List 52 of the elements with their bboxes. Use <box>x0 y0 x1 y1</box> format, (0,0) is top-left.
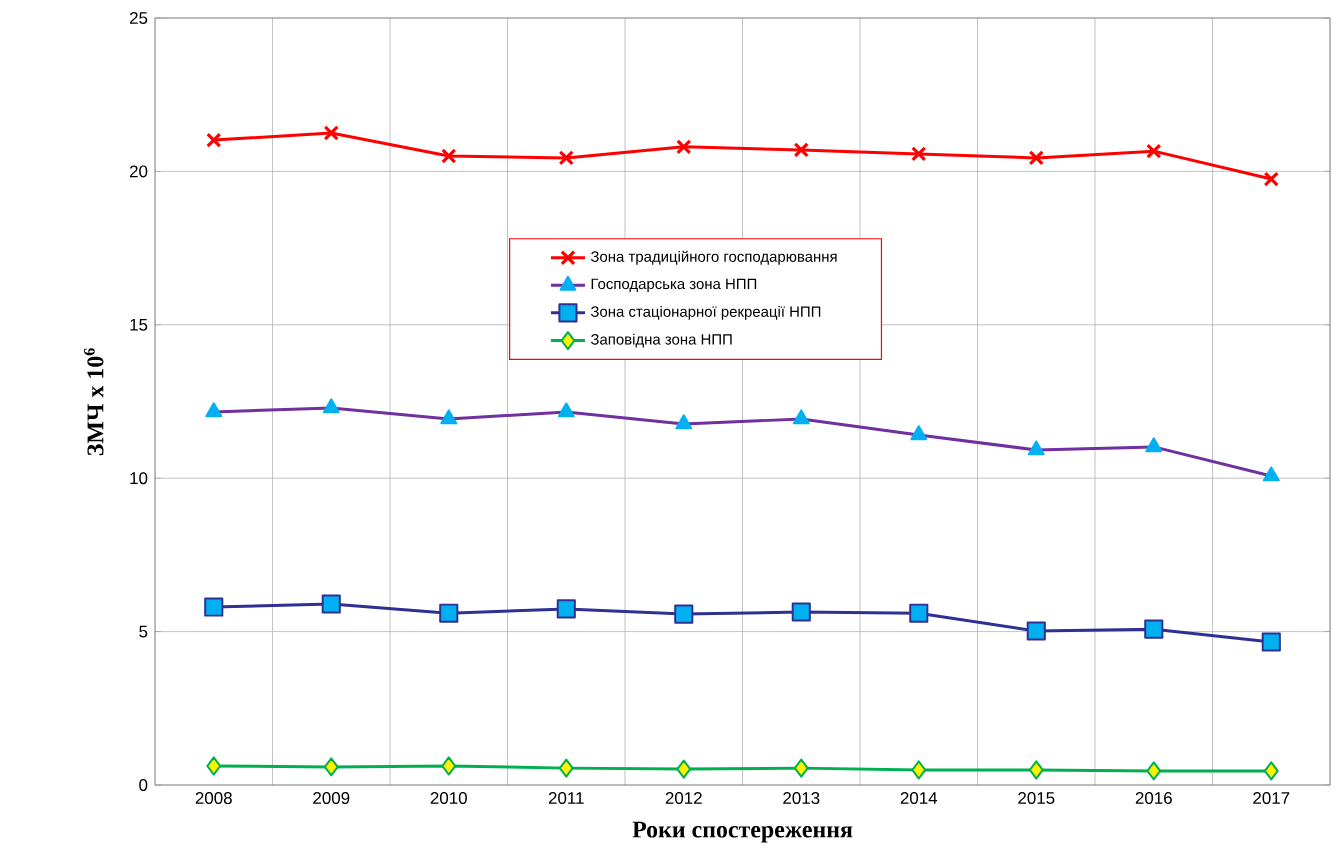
point <box>911 760 927 780</box>
point <box>441 148 457 164</box>
y-tick-label: 0 <box>139 779 148 791</box>
legend-label: Господарська зона НПП <box>591 278 757 293</box>
point <box>791 602 811 622</box>
x-tick-label: 2013 <box>783 792 820 805</box>
point <box>204 597 224 617</box>
point <box>556 599 576 619</box>
y-axis-title: ЗМЧ x 10$^{6}$ <box>84 348 104 456</box>
point <box>1146 761 1162 781</box>
point <box>1261 632 1281 652</box>
point <box>206 756 222 776</box>
legend-label: Зона традиційного господарювання <box>590 250 837 265</box>
x-tick-label: 2010 <box>430 792 467 805</box>
x-tick-label: 2014 <box>900 792 938 805</box>
y-tick-label: 5 <box>139 625 148 638</box>
point <box>1146 143 1162 159</box>
x-axis-title: Роки спостереження <box>632 821 853 843</box>
x-tick-label: 2008 <box>195 792 232 805</box>
point <box>1028 150 1044 166</box>
legend-label: Заповідна зона НПП <box>590 333 732 348</box>
point <box>909 603 929 623</box>
point <box>676 759 692 779</box>
point <box>1263 761 1279 781</box>
point <box>439 603 459 623</box>
point <box>206 132 222 148</box>
x-tick-label: 2016 <box>1135 792 1172 805</box>
point <box>323 125 339 141</box>
point <box>676 139 692 155</box>
point <box>793 142 809 158</box>
y-tick-label: 15 <box>130 318 148 331</box>
x-tick-label: 2012 <box>665 792 702 805</box>
y-tick-label: 25 <box>129 12 148 24</box>
point <box>1263 171 1279 187</box>
x-tick-label: 2011 <box>548 792 584 805</box>
point <box>558 758 574 778</box>
point <box>793 758 809 778</box>
point <box>321 594 341 614</box>
point <box>1144 619 1164 639</box>
legend-label: Зона стаціонарної рекреації НПП <box>590 305 821 320</box>
point <box>323 757 339 777</box>
point <box>1026 621 1046 641</box>
x-tick-label: 2009 <box>313 792 350 805</box>
y-tick-label: 20 <box>129 165 148 178</box>
point <box>1028 760 1044 780</box>
point <box>911 146 927 162</box>
point <box>674 604 694 624</box>
x-tick-label: 2017 <box>1253 792 1290 805</box>
point <box>558 150 574 166</box>
point <box>441 756 457 776</box>
y-tick-label: 10 <box>130 472 148 485</box>
x-tick-label: 2015 <box>1018 792 1055 805</box>
